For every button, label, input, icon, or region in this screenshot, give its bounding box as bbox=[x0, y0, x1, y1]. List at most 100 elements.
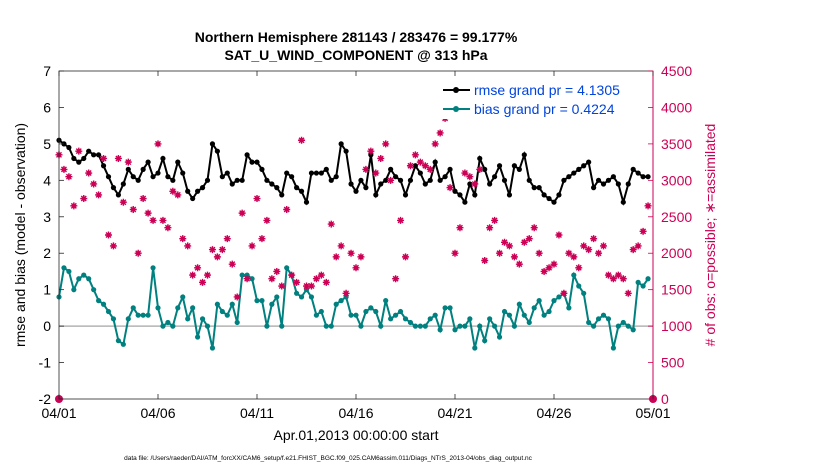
obs-point bbox=[352, 264, 360, 272]
bias-point bbox=[625, 323, 631, 329]
obs-point bbox=[416, 158, 424, 166]
bias-point bbox=[546, 308, 552, 315]
rmse-point bbox=[363, 185, 369, 191]
obs-point bbox=[233, 293, 241, 301]
y-axis-left-label: rmse and bias (model - observation) bbox=[12, 123, 28, 347]
y-right-tick-label: 1000 bbox=[661, 318, 692, 334]
bias-point bbox=[402, 316, 409, 322]
rmse-point bbox=[378, 181, 384, 187]
rmse-point bbox=[506, 192, 513, 198]
obs-point bbox=[600, 242, 607, 250]
x-tick-label: 04/01 bbox=[41, 405, 76, 421]
bias-point bbox=[195, 334, 201, 340]
obs-point bbox=[347, 249, 355, 257]
obs-point bbox=[362, 165, 370, 173]
bias-point bbox=[120, 341, 126, 347]
obs-point bbox=[550, 260, 558, 268]
rmse-point bbox=[234, 177, 240, 183]
bias-point bbox=[487, 316, 493, 322]
rmse-point bbox=[412, 163, 418, 169]
rmse-point bbox=[214, 148, 220, 154]
bias-point bbox=[284, 265, 290, 271]
bias-point bbox=[135, 312, 141, 318]
legend: rmse grand pr = 4.1305 bias grand pr = 0… bbox=[437, 81, 647, 119]
rmse-point bbox=[561, 177, 567, 183]
bias-point bbox=[506, 312, 513, 318]
bias-point bbox=[566, 305, 572, 311]
rmse-point bbox=[219, 174, 225, 180]
rmse-point bbox=[96, 152, 102, 158]
bias-point bbox=[635, 279, 641, 285]
y-right-tick-label: 2000 bbox=[661, 245, 692, 261]
obs-point bbox=[585, 246, 593, 254]
bias-point bbox=[576, 283, 582, 289]
obs-point bbox=[95, 191, 103, 199]
rmse-point bbox=[130, 174, 136, 180]
obs-point bbox=[90, 180, 98, 188]
chart-subtitle: SAT_U_WIND_COMPONENT @ 313 hPa bbox=[224, 47, 487, 63]
x-tick-label: 04/06 bbox=[140, 405, 175, 421]
legend-bias-label: bias grand pr = 0.4224 bbox=[474, 101, 615, 117]
rmse-point bbox=[437, 177, 443, 183]
obs-point bbox=[218, 246, 226, 254]
rmse-point bbox=[630, 166, 636, 172]
bias-point bbox=[155, 305, 161, 311]
rmse-point bbox=[462, 199, 468, 205]
rmse-point bbox=[511, 163, 517, 169]
bias-point bbox=[457, 323, 463, 329]
obs-point bbox=[189, 271, 197, 279]
obs-point bbox=[263, 216, 271, 224]
rmse-point bbox=[576, 166, 582, 172]
obs-point bbox=[644, 202, 652, 210]
obs-point bbox=[540, 267, 548, 275]
bias-point bbox=[536, 298, 542, 304]
obs-point bbox=[258, 235, 266, 243]
bias-point bbox=[645, 276, 651, 282]
rmse-point bbox=[229, 181, 235, 187]
bias-point bbox=[571, 272, 577, 278]
obs-point bbox=[70, 202, 78, 210]
obs-point bbox=[199, 278, 207, 286]
bias-point bbox=[526, 319, 532, 326]
rmse-point bbox=[432, 159, 438, 165]
obs-point bbox=[392, 275, 400, 283]
y-left-tick-label: 1 bbox=[43, 282, 51, 298]
bias-point bbox=[422, 323, 428, 329]
bias-point bbox=[556, 294, 562, 300]
rmse-point bbox=[353, 188, 359, 194]
obs-point bbox=[624, 289, 632, 297]
bias-point bbox=[140, 312, 146, 318]
obs-point bbox=[139, 195, 147, 203]
bias-point bbox=[125, 316, 131, 322]
obs-point bbox=[515, 260, 523, 268]
bias-point bbox=[630, 327, 636, 333]
bias-point bbox=[496, 334, 503, 340]
y-right-tick-label: 4500 bbox=[661, 63, 692, 79]
rmse-point bbox=[298, 188, 305, 194]
obs-point bbox=[174, 191, 182, 199]
rmse-point bbox=[76, 159, 82, 165]
obs-point bbox=[278, 282, 286, 290]
bias-point bbox=[610, 345, 617, 351]
rmse-point bbox=[591, 185, 597, 191]
obs-point bbox=[382, 140, 390, 148]
bias-point bbox=[368, 305, 374, 311]
obs-point bbox=[545, 264, 553, 272]
bias-point bbox=[620, 319, 626, 326]
bias-point bbox=[501, 308, 508, 315]
obs-point bbox=[119, 198, 127, 206]
bias-point bbox=[318, 308, 324, 315]
obs-point bbox=[184, 242, 192, 250]
obs-point bbox=[431, 140, 439, 148]
rmse-point bbox=[199, 185, 206, 191]
bias-point bbox=[615, 323, 621, 329]
obs-point bbox=[565, 249, 573, 257]
bias-point bbox=[204, 323, 211, 329]
bias-point bbox=[115, 338, 121, 344]
bias-point bbox=[437, 327, 443, 333]
y-right-tick-label: 0 bbox=[661, 391, 669, 407]
rmse-point bbox=[170, 177, 176, 183]
rmse-point bbox=[71, 155, 77, 162]
rmse-point bbox=[66, 144, 72, 151]
